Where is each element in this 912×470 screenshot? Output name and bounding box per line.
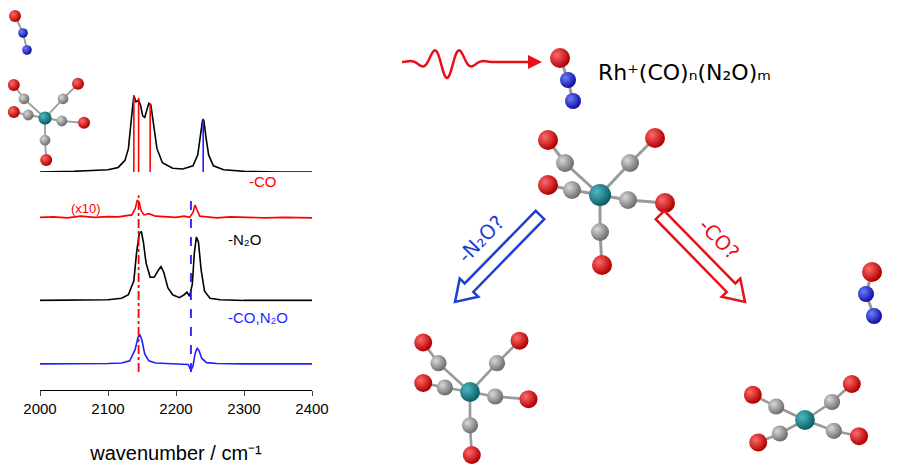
svg-text:wavenumber / cm⁻¹: wavenumber / cm⁻¹ bbox=[89, 442, 262, 464]
svg-text:-CO: -CO bbox=[249, 173, 277, 190]
svg-text:Rh⁺(CO)ₙ(N₂O)ₘ: Rh⁺(CO)ₙ(N₂O)ₘ bbox=[598, 60, 771, 85]
svg-text:2200: 2200 bbox=[159, 400, 192, 417]
svg-text:-CO?: -CO? bbox=[694, 214, 744, 265]
svg-text:2000: 2000 bbox=[23, 400, 56, 417]
svg-text:2400: 2400 bbox=[295, 400, 328, 417]
svg-text:2100: 2100 bbox=[91, 400, 124, 417]
svg-text:2300: 2300 bbox=[227, 400, 260, 417]
svg-text:-CO,N₂O: -CO,N₂O bbox=[228, 309, 288, 326]
svg-text:(x10): (x10) bbox=[71, 201, 101, 216]
svg-text:-N₂O: -N₂O bbox=[228, 231, 261, 248]
svg-text:-N₂O?: -N₂O? bbox=[453, 210, 510, 267]
